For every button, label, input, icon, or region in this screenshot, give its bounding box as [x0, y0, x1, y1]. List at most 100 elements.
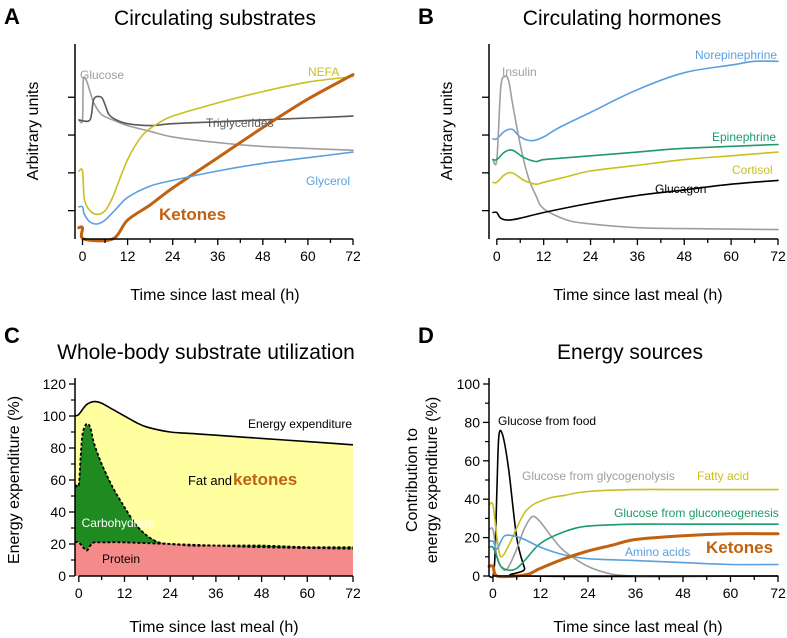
series-line-b-insulin — [492, 75, 779, 231]
y-tick-label-d: 60 — [464, 453, 480, 469]
series-line-b-cortisol — [492, 151, 779, 186]
panel-letter-b: B — [418, 4, 434, 29]
series-line-d-amino-acids — [488, 534, 779, 566]
y-tick-label-c: 100 — [43, 408, 67, 424]
ketones-label-a: Ketones — [159, 205, 226, 224]
fatty-acid-label: Fatty acid — [697, 469, 749, 483]
x-tick-label-d: 0 — [489, 585, 497, 601]
nefa-label: NEFA — [308, 65, 339, 79]
panel-b-xlabel: Time since last meal (h) — [553, 287, 722, 304]
x-tick-label-c: 36 — [208, 585, 224, 601]
y-tick-label-d: 40 — [464, 491, 480, 507]
panel-b-ylabel: Arbitrary units — [439, 82, 456, 181]
panel-b-title: Circulating hormones — [523, 7, 721, 30]
glucose-from-gluconeogenesis-label: Glucose from gluconeogenesis — [614, 506, 779, 520]
panel-d-ylabel-line2: energy expenditure (%) — [424, 397, 441, 563]
x-tick-label-b: 72 — [770, 248, 786, 264]
glucagon-label: Glucagon — [655, 182, 706, 196]
x-tick-label-b: 24 — [583, 248, 599, 264]
glucose-from-glycogenolysis-label: Glucose from glycogenolysis — [522, 469, 675, 483]
protein-boundary-line — [74, 540, 354, 552]
panel-letter-d: D — [418, 323, 434, 348]
insulin-label: Insulin — [502, 65, 537, 79]
x-tick-label-b: 0 — [493, 248, 501, 264]
y-tick-label-d: 80 — [464, 414, 480, 430]
series-line-a-nefa — [78, 75, 354, 216]
y-tick-label-c: 80 — [50, 440, 66, 456]
x-tick-label-b: 36 — [630, 248, 646, 264]
fat-label: Fat and — [188, 473, 232, 488]
series-line-a-glucose — [78, 76, 354, 151]
x-tick-label-c: 12 — [117, 585, 133, 601]
glucose-label: Glucose — [80, 68, 124, 82]
x-tick-label-a: 60 — [300, 248, 316, 264]
ketones-label-c: ketones — [233, 470, 297, 489]
x-tick-label-d: 12 — [533, 585, 549, 601]
panel-a-title: Circulating substrates — [114, 7, 316, 30]
axes: 0 12 24 36 48 60 72 0 12 24 36 48 60 72 0 12 24 36 48 60 72 0… — [43, 44, 786, 601]
series-line-b-norepinephrine — [492, 60, 779, 142]
panel-d-xlabel: Time since last meal (h) — [553, 619, 722, 636]
protein-area — [75, 542, 353, 576]
x-tick-label-a: 0 — [79, 248, 87, 264]
panel-letter-a: A — [4, 4, 20, 29]
panel-a-ylabel: Arbitrary units — [25, 82, 42, 181]
x-tick-label-d: 72 — [770, 585, 786, 601]
carbohydrate-area — [75, 424, 353, 551]
series-lines — [77, 60, 780, 579]
carbohydrate-label: Carbohydrate — [82, 516, 155, 530]
x-tick-label-c: 60 — [300, 585, 316, 601]
x-tick-label-a: 24 — [165, 248, 181, 264]
series-line-d-glucose-from-gluconeogenesis — [488, 523, 779, 572]
x-tick-label-d: 48 — [675, 585, 691, 601]
series-line-d-fatty-acid — [488, 488, 779, 558]
cortisol-label: Cortisol — [732, 163, 773, 177]
y-tick-label-d: 20 — [464, 530, 480, 546]
series-line-a-triglycerides — [78, 95, 354, 127]
y-tick-label-c: 40 — [50, 504, 66, 520]
y-tick-label-d: 100 — [457, 376, 481, 392]
y-tick-label-c: 20 — [50, 536, 66, 552]
norepinephrine-label: Norepinephrine — [695, 48, 777, 62]
x-tick-label-d: 24 — [580, 585, 596, 601]
panel-letter-c: C — [4, 323, 20, 348]
glycerol-label: Glycerol — [306, 174, 350, 188]
series-line-a-glycerol — [78, 151, 354, 225]
x-tick-label-a: 36 — [210, 248, 226, 264]
x-tick-label-d: 36 — [628, 585, 644, 601]
y-tick-label-d: 0 — [472, 568, 480, 584]
series-line-b-glucagon — [492, 179, 779, 221]
x-tick-label-c: 24 — [162, 585, 178, 601]
carbohydrate-boundary-line — [74, 422, 354, 549]
x-tick-label-b: 60 — [723, 248, 739, 264]
triglycerides-label: Triglycerides — [206, 116, 274, 130]
x-tick-label-a: 72 — [345, 248, 361, 264]
x-tick-label-d: 60 — [723, 585, 739, 601]
y-tick-label-c: 120 — [43, 376, 67, 392]
panel-c-title: Whole-body substrate utilization — [57, 341, 355, 364]
protein-label: Protein — [102, 552, 140, 566]
x-tick-label-c: 0 — [75, 585, 83, 601]
ketones-label-d: Ketones — [706, 538, 773, 557]
series-line-a-ketones — [77, 73, 355, 243]
panel-c-ylabel: Energy expenditure (%) — [6, 396, 23, 564]
x-tick-label-a: 48 — [255, 248, 271, 264]
glucose-from-food-label: Glucose from food — [498, 414, 596, 428]
x-tick-label-b: 48 — [676, 248, 692, 264]
fat-area — [75, 401, 353, 548]
panel-d-title: Energy sources — [557, 341, 703, 364]
energy-expenditure-label: Energy expenditure — [248, 417, 352, 431]
y-tick-label-c: 60 — [50, 472, 66, 488]
x-tick-label-c: 48 — [254, 585, 270, 601]
x-tick-label-b: 12 — [536, 248, 552, 264]
series-line-b-epinephrine — [492, 143, 779, 163]
x-tick-label-c: 72 — [345, 585, 361, 601]
panel-c-xlabel: Time since last meal (h) — [129, 619, 298, 636]
energy-expenditure-line — [74, 400, 354, 446]
epinephrine-label: Epinephrine — [712, 130, 776, 144]
amino-acids-label: Amino acids — [625, 545, 690, 559]
y-tick-label-c: 0 — [58, 568, 66, 584]
panel-a-xlabel: Time since last meal (h) — [130, 287, 299, 304]
x-tick-label-a: 12 — [120, 248, 136, 264]
